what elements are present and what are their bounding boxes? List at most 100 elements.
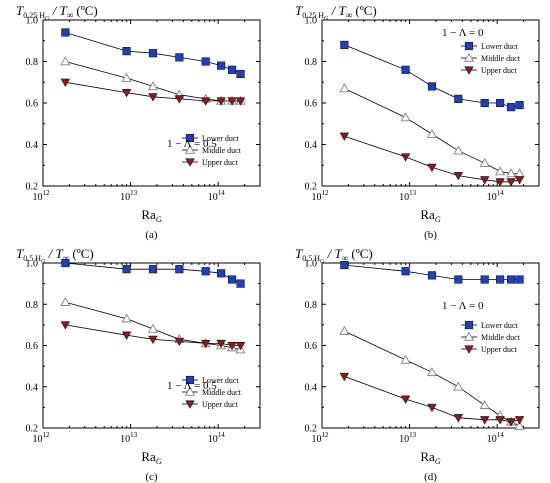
data-point-triangle-up bbox=[147, 81, 159, 91]
data-point-triangle-down bbox=[479, 176, 490, 185]
data-point-square bbox=[122, 47, 131, 56]
legend-label: Lower duct bbox=[481, 321, 518, 330]
x-tick-label: 1012 bbox=[33, 189, 51, 203]
data-point-square bbox=[217, 61, 226, 70]
data-point-square bbox=[496, 98, 505, 108]
x-tick-label: 1014 bbox=[208, 189, 226, 203]
data-point-triangle-up bbox=[479, 157, 490, 167]
legend-label: Middle duct bbox=[202, 146, 242, 155]
annotation: 1 − Λ = 0 bbox=[442, 27, 484, 39]
x-tick-label: 1014 bbox=[208, 431, 226, 445]
data-point-triangle-down bbox=[148, 335, 158, 345]
data-point-triangle-down bbox=[495, 178, 505, 187]
data-point-triangle-up bbox=[147, 323, 159, 333]
x-tick-label: 1012 bbox=[312, 431, 330, 445]
data-point-square bbox=[454, 275, 463, 284]
series-line-triangle-down bbox=[344, 135, 520, 183]
x-tick-label: 1013 bbox=[399, 189, 417, 203]
data-point-triangle-down bbox=[514, 176, 525, 185]
data-point-triangle-down bbox=[216, 97, 226, 106]
legend-marker-triangle-down bbox=[185, 400, 195, 409]
data-point-triangle-down bbox=[514, 416, 525, 425]
data-point-triangle-up bbox=[60, 296, 71, 306]
data-point-square bbox=[228, 275, 237, 284]
legend-marker-triangle-down bbox=[464, 66, 474, 75]
y-tick-label: 0.6 bbox=[26, 99, 39, 110]
y-tick-label: 0.2 bbox=[305, 424, 318, 435]
data-point-square bbox=[175, 265, 184, 274]
legend-marker-triangle-down bbox=[185, 158, 195, 167]
legend-label: Upper duct bbox=[202, 400, 239, 409]
y-tick-label: 0.2 bbox=[305, 182, 318, 193]
y-tick-label: 0.4 bbox=[305, 382, 318, 393]
data-point-triangle-down bbox=[121, 89, 132, 98]
data-point-triangle-down bbox=[121, 331, 132, 340]
y-tick-label: 1.0 bbox=[26, 259, 39, 270]
data-point-square bbox=[122, 265, 131, 274]
x-tick-label: 1014 bbox=[487, 431, 505, 445]
legend-label: Upper duct bbox=[202, 158, 239, 167]
data-point-square bbox=[515, 275, 524, 284]
legend-label: Lower duct bbox=[481, 42, 518, 51]
data-point-triangle-down bbox=[427, 163, 437, 173]
data-point-square bbox=[507, 103, 516, 112]
legend-label: Upper duct bbox=[481, 66, 518, 75]
legend-marker-square bbox=[185, 375, 195, 385]
legend-marker-triangle-up bbox=[184, 386, 196, 396]
panel-label: (d) bbox=[424, 471, 437, 483]
data-point-triangle-down bbox=[60, 78, 71, 88]
legend-marker-triangle-down bbox=[464, 345, 474, 354]
annotation: 1 − Λ = 0.5 bbox=[167, 380, 217, 392]
annotation: 1 − Λ = 0.5 bbox=[167, 138, 217, 150]
chart-panel-c: 0.2 0.4 0.6 0.8 1.0 1012 1013 1014 RaG (c) T0.5 HG… bbox=[16, 246, 261, 483]
data-point-square bbox=[507, 275, 516, 284]
data-point-square bbox=[201, 267, 210, 276]
legend-marker-triangle-up bbox=[463, 331, 475, 341]
data-point-triangle-up bbox=[506, 168, 517, 178]
y-tick-label: 1.0 bbox=[305, 259, 318, 270]
y-tick-label: 0.4 bbox=[305, 140, 318, 151]
y-tick-label: 0.2 bbox=[26, 182, 39, 193]
x-axis-label: RaG bbox=[141, 449, 161, 466]
y-tick-label: 0.8 bbox=[305, 57, 318, 68]
data-point-triangle-down bbox=[400, 395, 411, 404]
data-point-square bbox=[148, 49, 158, 58]
data-point-triangle-up bbox=[339, 83, 350, 93]
data-point-triangle-up bbox=[426, 128, 438, 138]
chart-panel-d: 0.2 0.4 0.6 0.8 1.0 1012 1013 1014 RaG (d) T0.5 HG… bbox=[295, 246, 540, 483]
data-point-square bbox=[340, 261, 349, 270]
x-axis-label: RaG bbox=[141, 207, 161, 224]
data-point-square bbox=[61, 258, 70, 268]
panel-label: (b) bbox=[424, 229, 437, 241]
x-axis-label: RaG bbox=[420, 207, 440, 224]
panel-label: (a) bbox=[145, 229, 158, 241]
data-point-square bbox=[228, 65, 237, 74]
data-point-triangle-up bbox=[121, 313, 132, 323]
data-point-triangle-down bbox=[60, 321, 71, 330]
data-point-triangle-down bbox=[453, 414, 464, 423]
data-point-triangle-down bbox=[506, 418, 516, 427]
legend-marker-square bbox=[464, 41, 474, 51]
y-tick-label: 0.8 bbox=[26, 57, 39, 68]
legend-marker-triangle-up bbox=[184, 144, 196, 154]
data-point-square bbox=[175, 53, 184, 62]
panel-label: (c) bbox=[145, 471, 158, 483]
y-tick-label: 0.4 bbox=[26, 382, 39, 393]
legend-label: Lower duct bbox=[202, 134, 239, 143]
data-point-square bbox=[148, 265, 158, 274]
data-point-triangle-up bbox=[453, 381, 464, 391]
data-point-triangle-up bbox=[60, 56, 71, 66]
data-point-triangle-up bbox=[339, 325, 350, 335]
data-point-square bbox=[401, 267, 410, 276]
data-point-triangle-up bbox=[514, 168, 525, 178]
series-line-triangle-down bbox=[344, 376, 520, 423]
data-point-square bbox=[217, 269, 226, 278]
data-point-triangle-down bbox=[495, 416, 505, 425]
data-point-triangle-down bbox=[227, 97, 237, 106]
panel-title: T0.5 HG / T∞ (ºC) bbox=[295, 246, 373, 265]
data-point-square bbox=[496, 275, 505, 284]
data-point-triangle-up bbox=[479, 400, 490, 410]
x-tick-label: 1013 bbox=[120, 431, 138, 445]
data-point-square bbox=[515, 101, 524, 110]
legend-marker-square bbox=[464, 320, 474, 330]
